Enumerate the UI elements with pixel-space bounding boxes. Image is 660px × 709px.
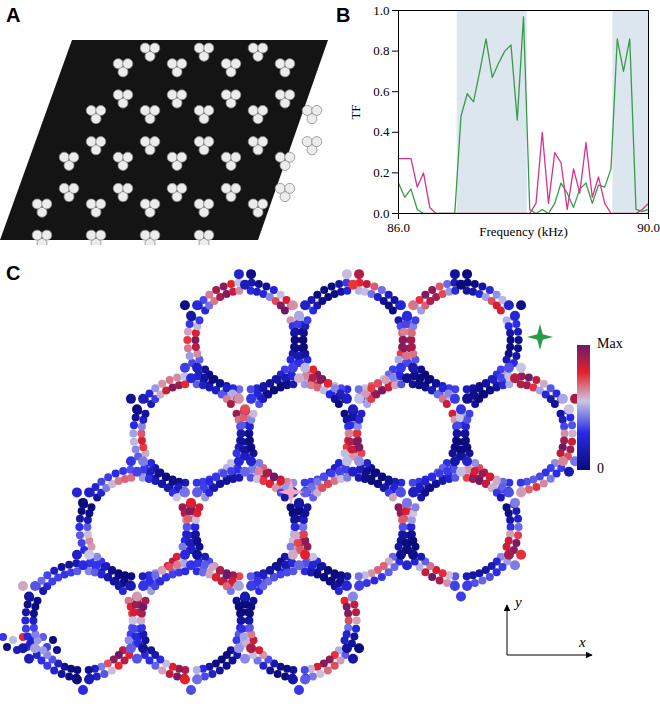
svg-text:0: 0 [597, 461, 604, 476]
svg-text:0.4: 0.4 [373, 124, 390, 139]
svg-text:86.0: 86.0 [387, 220, 410, 235]
svg-text:0.2: 0.2 [373, 165, 389, 180]
svg-text:Max: Max [597, 336, 623, 351]
svg-text:y: y [513, 594, 522, 610]
svg-text:0.6: 0.6 [373, 84, 390, 99]
html-text:B: B [336, 4, 351, 26]
svg-text:0.8: 0.8 [373, 43, 389, 58]
svg-text:90.0: 90.0 [637, 220, 660, 235]
svg-text:0.0: 0.0 [373, 206, 389, 221]
html-text:A: A [6, 4, 21, 26]
svg-text:x: x [578, 634, 586, 650]
svg-text:Frequency (kHz): Frequency (kHz) [479, 224, 567, 239]
svg-text:1.0: 1.0 [373, 3, 389, 18]
html-text:C: C [6, 262, 21, 284]
svg-text:TF: TF [348, 104, 363, 119]
